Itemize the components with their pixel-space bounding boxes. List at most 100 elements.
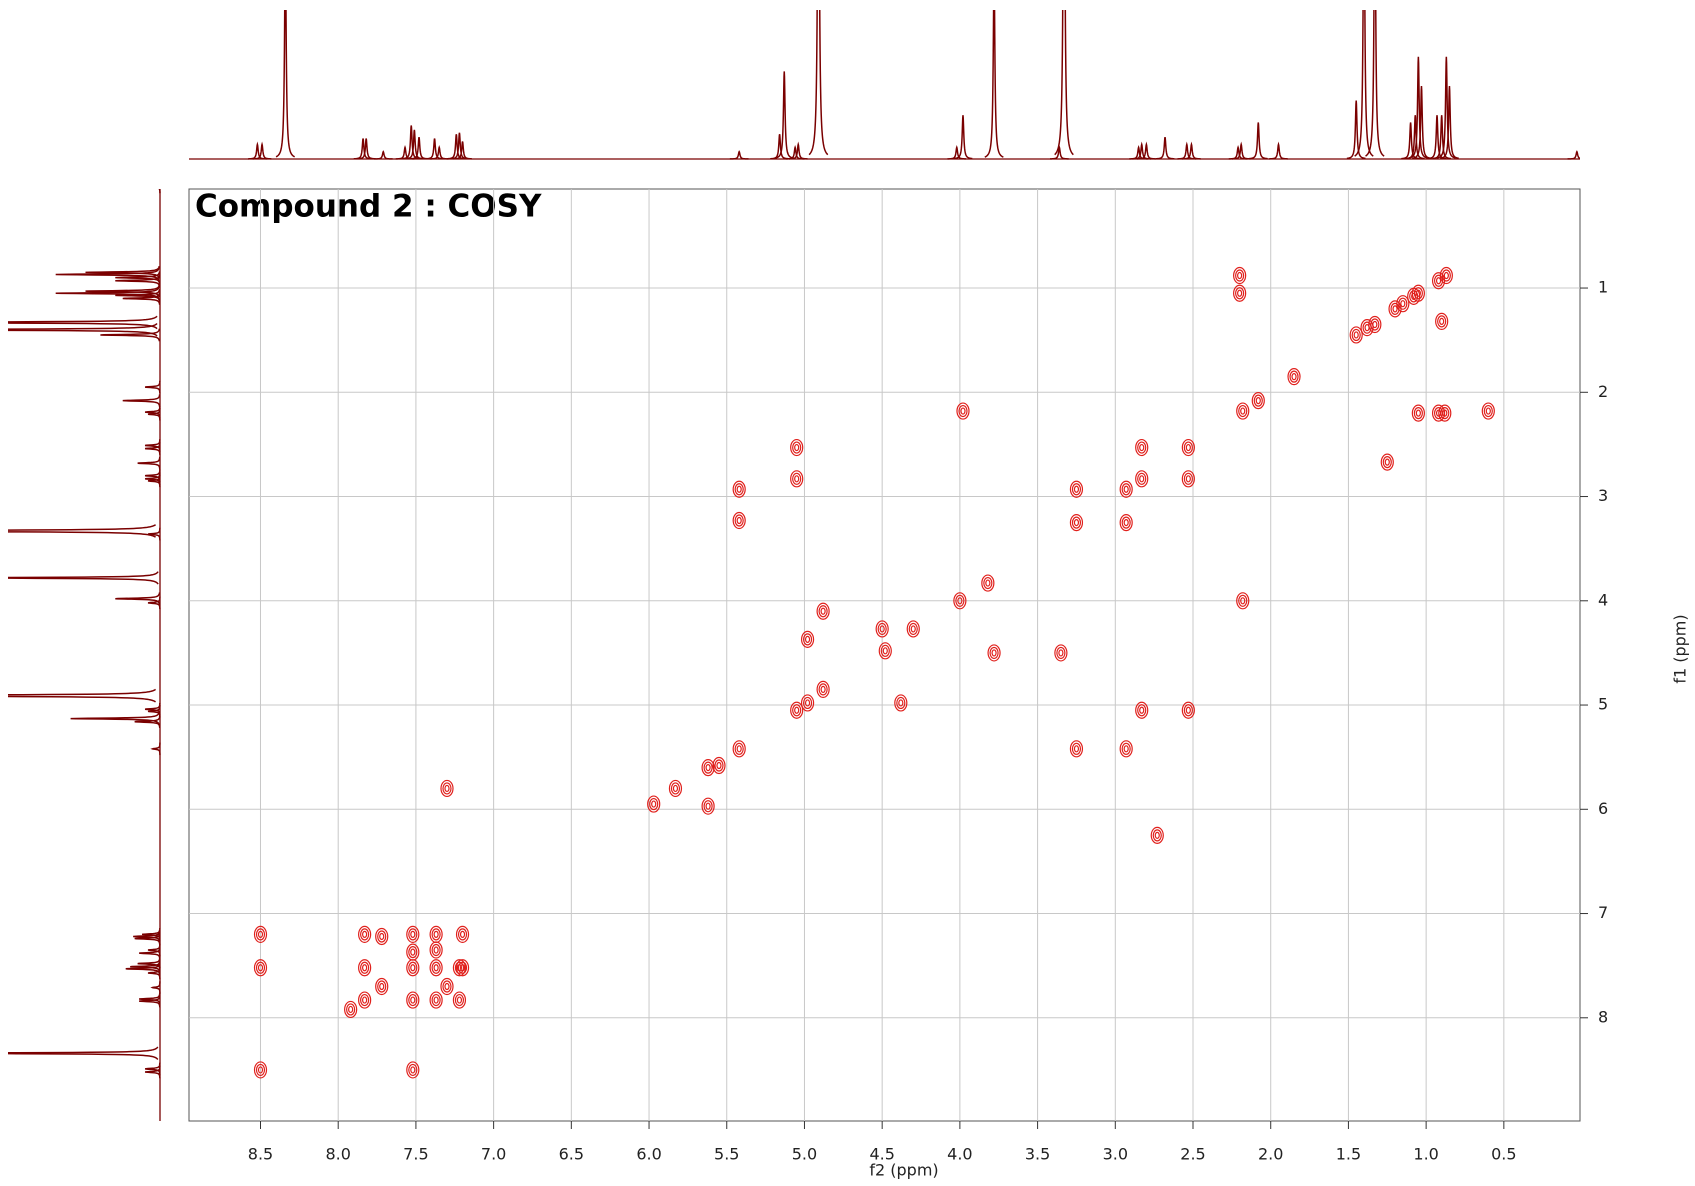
y-tick-label: 2: [1598, 382, 1608, 401]
contour: [1123, 745, 1129, 753]
cross-peak: [1287, 368, 1301, 386]
contour: [1139, 475, 1145, 483]
contour: [877, 622, 887, 636]
contour: [649, 797, 659, 811]
projection-peak: [425, 138, 444, 160]
contour: [703, 761, 713, 774]
projection-peak: [55, 267, 160, 282]
contour: [433, 964, 439, 972]
contour: [410, 964, 416, 972]
contour: [408, 993, 418, 1007]
contour: [1185, 706, 1191, 714]
cross-peak: [1119, 740, 1133, 758]
contour: [792, 472, 802, 485]
contour: [456, 996, 463, 1004]
contour: [442, 782, 452, 795]
projection-peak: [147, 596, 161, 610]
y-tick-label: 8: [1598, 1007, 1608, 1026]
contour: [1384, 458, 1390, 466]
x-tick-label: 7.0: [481, 1145, 506, 1164]
contour: [896, 696, 906, 710]
cross-peak: [668, 779, 683, 798]
contour: [1121, 742, 1131, 755]
x-tick-label: 2.5: [1180, 1145, 1205, 1164]
contour: [1181, 438, 1195, 457]
contour: [734, 514, 744, 527]
contour: [1433, 407, 1444, 420]
projection-peak: [85, 265, 160, 279]
contour: [701, 797, 715, 815]
contour: [985, 579, 991, 587]
projection-peak: [1408, 56, 1428, 159]
x-tick-label: 5.0: [792, 1145, 817, 1164]
contour: [253, 925, 268, 943]
contour: [1368, 315, 1382, 334]
contour: [1071, 483, 1082, 496]
contour: [906, 620, 920, 638]
contour: [1069, 514, 1084, 532]
cross-peak: [1181, 701, 1195, 719]
contour: [792, 441, 802, 454]
projection-peak: [252, 141, 272, 160]
projection-peak: [953, 115, 973, 160]
cross-peak: [1380, 453, 1394, 471]
cross-peak: [452, 991, 467, 1009]
contour: [358, 959, 372, 977]
contour: [878, 642, 892, 660]
cross-peak: [1054, 644, 1068, 662]
contour: [958, 404, 968, 418]
contour: [802, 633, 813, 646]
cross-peak: [790, 438, 804, 457]
contour: [1255, 397, 1261, 405]
contour: [1139, 443, 1145, 452]
contour: [1137, 441, 1147, 454]
contour: [1485, 407, 1491, 415]
chart-title: Compound 2 : COSY: [195, 189, 542, 225]
projection-peak: [144, 439, 161, 452]
projection-peak: [144, 702, 161, 716]
x-tick-label: 1.0: [1413, 1145, 1438, 1164]
contour: [379, 982, 385, 991]
contour: [1291, 373, 1297, 381]
contour: [1135, 438, 1149, 457]
cross-peak: [1481, 402, 1495, 420]
projection-peak: [1405, 115, 1425, 160]
contour: [1435, 312, 1449, 330]
contour: [1181, 470, 1195, 488]
contour: [1054, 644, 1068, 662]
contour: [1154, 831, 1160, 839]
contour: [1400, 300, 1406, 308]
contour: [1438, 404, 1452, 422]
cross-peak: [1251, 392, 1265, 410]
contour: [1236, 402, 1250, 420]
projection-peak: [1269, 141, 1288, 160]
cross-peak: [429, 925, 443, 943]
contour: [1119, 480, 1133, 498]
cross-peak: [1135, 438, 1149, 457]
cross-peak: [253, 925, 268, 943]
x-tick-label: 2.0: [1258, 1145, 1283, 1164]
contour: [257, 964, 264, 972]
contour: [1123, 485, 1129, 493]
projection-peak: [1354, 10, 1374, 157]
contour: [360, 928, 370, 941]
contour: [362, 930, 368, 938]
projection-peak: [144, 405, 161, 419]
x-tick-label: 0.5: [1491, 1145, 1516, 1164]
projection-peak: [100, 328, 161, 342]
contour: [440, 977, 454, 996]
contour: [455, 925, 470, 943]
contour: [1237, 289, 1243, 297]
contour: [820, 685, 826, 694]
projection-peak: [142, 928, 161, 941]
projection-peak: [788, 141, 808, 160]
contour: [732, 480, 746, 498]
contour: [714, 759, 724, 772]
contour: [1390, 302, 1400, 315]
contour: [701, 758, 715, 777]
projection-peak: [1401, 122, 1420, 160]
cross-peak: [1236, 592, 1250, 610]
contour: [1121, 516, 1131, 529]
y-tick-label: 6: [1598, 799, 1608, 818]
